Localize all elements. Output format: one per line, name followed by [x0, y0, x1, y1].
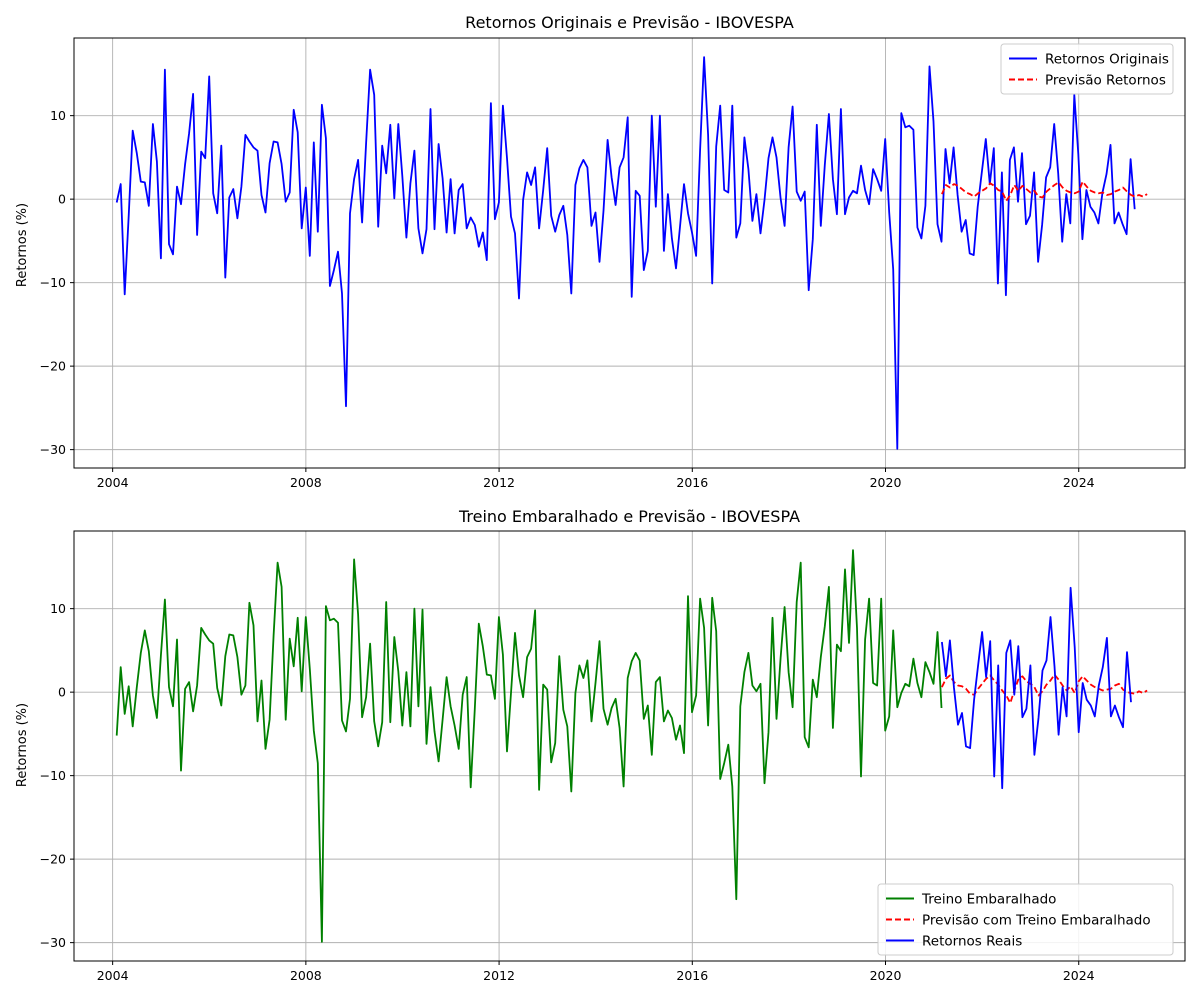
y-tick-label: −10: [40, 768, 66, 783]
x-tick-label: 2004: [97, 475, 129, 490]
y-tick-label: −10: [40, 275, 66, 290]
y-axis-label: Retornos (%): [15, 203, 30, 287]
series-line-1: [115, 56, 1136, 450]
legend-label: Retornos Originais: [1045, 52, 1169, 68]
legend-box: [1000, 43, 1174, 95]
x-tick-label: 2008: [290, 968, 322, 983]
y-axis-label: Retornos (%): [15, 703, 30, 787]
legend-label: Previsão Retornos: [1045, 73, 1166, 89]
series-line-3: [941, 586, 1132, 790]
x-tick-label: 2024: [1063, 475, 1095, 490]
series-line-2: [941, 673, 1148, 704]
y-tick-label: −30: [40, 935, 66, 950]
legend: Treino Embaralhado Previsão com Treino Em…: [877, 883, 1174, 956]
y-tick-label: 0: [58, 685, 66, 700]
y-tick-label: −20: [40, 359, 66, 374]
x-tick-label: 2020: [870, 968, 902, 983]
legend-label: Treino Embaralhado: [921, 892, 1056, 908]
x-tick-label: 2012: [483, 968, 515, 983]
y-tick-label: 10: [50, 108, 66, 123]
y-tick-label: −30: [40, 442, 66, 457]
x-tick-label: 2020: [870, 475, 902, 490]
legend-label: Retornos Reais: [922, 934, 1022, 950]
y-tick-label: 10: [50, 601, 66, 616]
chart-retornos-originais: Retornos Originais e Previsão - IBOVESPA…: [15, 13, 1186, 490]
x-tick-label: 2024: [1063, 968, 1095, 983]
chart-treino-embaralhado: Treino Embaralhado e Previsão - IBOVESPA…: [15, 507, 1186, 983]
x-tick-label: 2008: [290, 475, 322, 490]
legend-label: Previsão com Treino Embaralhado: [922, 913, 1151, 929]
legend: Retornos Originais Previsão Retornos: [1000, 43, 1174, 95]
axes-frame: [73, 37, 1186, 469]
x-tick-label: 2016: [676, 968, 708, 983]
series-line-2: [941, 180, 1148, 202]
y-tick-label: 0: [58, 192, 66, 207]
axes-frame: [73, 530, 1186, 962]
x-tick-label: 2012: [483, 475, 515, 490]
chart-title: Treino Embaralhado e Previsão - IBOVESPA: [458, 507, 800, 526]
x-tick-label: 2004: [97, 968, 129, 983]
chart-title: Retornos Originais e Previsão - IBOVESPA: [465, 13, 794, 32]
legend-box: [877, 883, 1174, 956]
series-line-1: [115, 549, 943, 943]
y-tick-label: −20: [40, 852, 66, 867]
x-tick-label: 2016: [676, 475, 708, 490]
